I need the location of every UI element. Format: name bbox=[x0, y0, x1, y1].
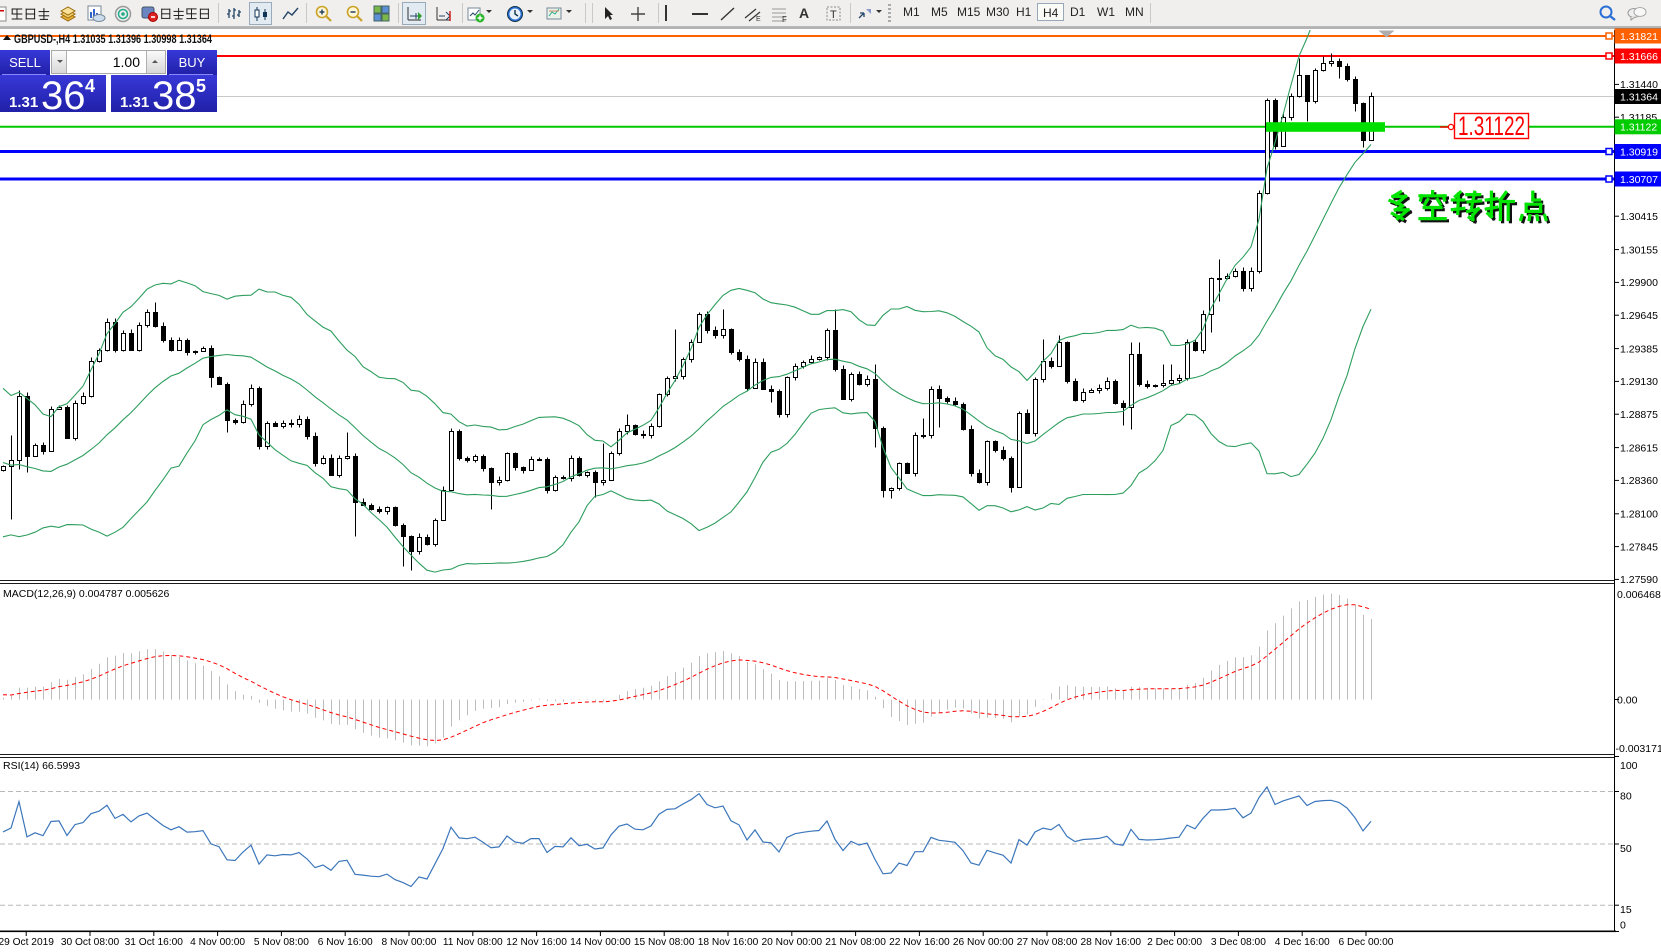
svg-text:20 Nov 00:00: 20 Nov 00:00 bbox=[761, 937, 822, 948]
svg-text:22 Nov 16:00: 22 Nov 16:00 bbox=[889, 937, 950, 948]
svg-text:MACD(12,26,9) 0.004787 0.00562: MACD(12,26,9) 0.004787 0.005626 bbox=[3, 588, 170, 600]
svg-text:12 Nov 16:00: 12 Nov 16:00 bbox=[506, 937, 567, 948]
svg-text:1.31122: 1.31122 bbox=[1458, 111, 1525, 141]
svg-text:GBPUSD-,H4 1.31035 1.31396 1.: GBPUSD-,H4 1.31035 1.31396 1.30998 1.313… bbox=[14, 34, 212, 46]
svg-text:29 Oct 2019: 29 Oct 2019 bbox=[0, 937, 54, 948]
svg-text:1.29130: 1.29130 bbox=[1620, 376, 1658, 388]
svg-text:1.28875: 1.28875 bbox=[1620, 409, 1658, 421]
svg-text:14 Nov 00:00: 14 Nov 00:00 bbox=[570, 937, 631, 948]
svg-text:27 Nov 08:00: 27 Nov 08:00 bbox=[1017, 937, 1078, 948]
svg-text:1.30155: 1.30155 bbox=[1620, 244, 1658, 256]
svg-text:E: E bbox=[756, 16, 761, 23]
svg-text:18 Nov 16:00: 18 Nov 16:00 bbox=[698, 937, 759, 948]
svg-text:8 Nov 00:00: 8 Nov 00:00 bbox=[382, 937, 437, 948]
svg-text:31 Oct 16:00: 31 Oct 16:00 bbox=[125, 937, 184, 948]
svg-text:1.29645: 1.29645 bbox=[1620, 310, 1658, 322]
svg-text:1.28615: 1.28615 bbox=[1620, 442, 1658, 454]
svg-text:0.006468: 0.006468 bbox=[1617, 589, 1661, 601]
svg-text:0: 0 bbox=[1620, 920, 1626, 932]
svg-text:1.27590: 1.27590 bbox=[1620, 574, 1658, 586]
svg-text:26 Nov 00:00: 26 Nov 00:00 bbox=[953, 937, 1014, 948]
svg-text:1.27845: 1.27845 bbox=[1620, 541, 1658, 553]
svg-text:4 Nov 00:00: 4 Nov 00:00 bbox=[190, 937, 245, 948]
svg-text:4 Dec 16:00: 4 Dec 16:00 bbox=[1275, 937, 1330, 948]
svg-text:1.28360: 1.28360 bbox=[1620, 475, 1658, 487]
svg-text:3 Dec 08:00: 3 Dec 08:00 bbox=[1211, 937, 1266, 948]
svg-text:T: T bbox=[830, 9, 837, 21]
svg-text:1.30415: 1.30415 bbox=[1620, 211, 1658, 223]
svg-text:1.31122: 1.31122 bbox=[1620, 122, 1657, 134]
svg-text:15 Nov 08:00: 15 Nov 08:00 bbox=[634, 937, 695, 948]
svg-text:1.29385: 1.29385 bbox=[1620, 343, 1658, 355]
svg-text:80: 80 bbox=[1620, 791, 1632, 803]
svg-text:28 Nov 16:00: 28 Nov 16:00 bbox=[1080, 937, 1141, 948]
svg-text:11 Nov 08:00: 11 Nov 08:00 bbox=[443, 937, 503, 948]
svg-text:-0.003171: -0.003171 bbox=[1616, 743, 1661, 755]
svg-text:100: 100 bbox=[1620, 760, 1638, 772]
svg-text:0.00: 0.00 bbox=[1617, 695, 1638, 707]
svg-text:1.31440: 1.31440 bbox=[1620, 79, 1658, 91]
svg-text:1.30707: 1.30707 bbox=[1620, 174, 1658, 186]
svg-text:F: F bbox=[782, 15, 787, 24]
svg-text:50: 50 bbox=[1620, 843, 1632, 855]
svg-text:1.31364: 1.31364 bbox=[1620, 91, 1658, 103]
svg-text:RSI(14) 66.5993: RSI(14) 66.5993 bbox=[3, 760, 80, 772]
svg-text:5 Nov 08:00: 5 Nov 08:00 bbox=[254, 937, 309, 948]
svg-text:6 Dec 00:00: 6 Dec 00:00 bbox=[1339, 937, 1394, 948]
svg-text:1.28100: 1.28100 bbox=[1620, 509, 1658, 521]
svg-text:30 Oct 08:00: 30 Oct 08:00 bbox=[61, 937, 120, 948]
svg-text:1.31666: 1.31666 bbox=[1620, 51, 1658, 63]
svg-text:21 Nov 08:00: 21 Nov 08:00 bbox=[825, 937, 886, 948]
svg-text:1.30919: 1.30919 bbox=[1620, 146, 1658, 158]
svg-text:1.31821: 1.31821 bbox=[1620, 31, 1658, 43]
svg-text:6 Nov 16:00: 6 Nov 16:00 bbox=[318, 937, 373, 948]
svg-text:1.29900: 1.29900 bbox=[1620, 277, 1658, 289]
svg-text:15: 15 bbox=[1620, 904, 1632, 916]
svg-text:2 Dec 00:00: 2 Dec 00:00 bbox=[1147, 937, 1202, 948]
